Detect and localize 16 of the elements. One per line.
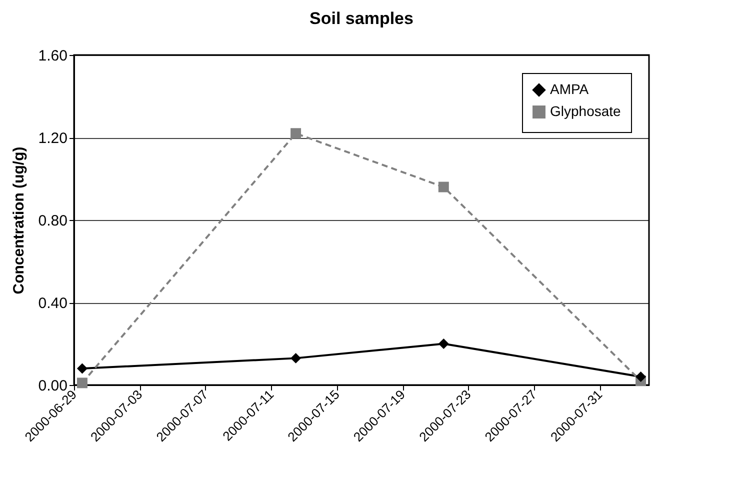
- y-tick-label: 0.40: [38, 295, 68, 312]
- legend-label: Glyphosate: [550, 103, 622, 119]
- point: [438, 338, 449, 349]
- point: [290, 352, 302, 364]
- point: [76, 378, 88, 388]
- y-tick-label: 1.60: [38, 48, 68, 64]
- point: [438, 182, 449, 192]
- point: [636, 372, 646, 382]
- point: [76, 363, 88, 374]
- y-tick-label: 0.00: [38, 378, 68, 394]
- legend-label: AMPA: [550, 81, 590, 97]
- chart-title: Soil samples: [310, 9, 414, 28]
- y-axis-title: Concentration (ug/g): [10, 146, 28, 294]
- point: [290, 128, 302, 139]
- y-tick-label: 0.80: [38, 212, 68, 230]
- y-tick-label: 1.20: [38, 130, 68, 147]
